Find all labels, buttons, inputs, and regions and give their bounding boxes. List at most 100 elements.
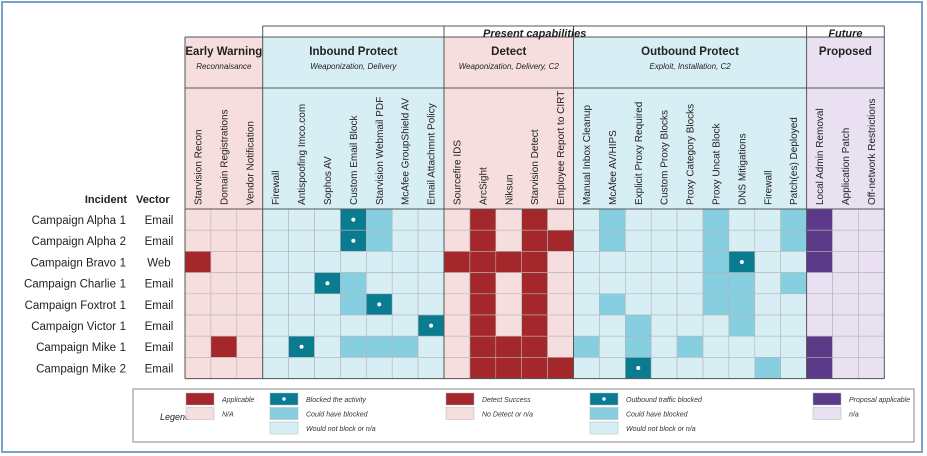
group-subtitle: Exploit, Installation, C2 <box>649 62 731 71</box>
matrix-cell <box>495 293 522 316</box>
column-label: Off-network Restrictions <box>867 98 878 205</box>
matrix-cell <box>521 357 548 379</box>
incident-name: Campaign Mike <box>36 342 116 354</box>
matrix-cell <box>547 229 574 252</box>
matrix-cell <box>599 335 626 358</box>
matrix-cell <box>495 357 522 379</box>
matrix-cell <box>754 335 781 358</box>
group-subtitle: Weaponization, Delivery, C2 <box>459 62 560 71</box>
legend-text: Would not block or n/a <box>306 426 376 433</box>
column-label: ArcSight <box>478 167 489 205</box>
matrix-cell <box>314 335 341 358</box>
matrix-cell <box>780 335 807 358</box>
matrix-cell <box>780 229 807 252</box>
matrix-cell <box>650 251 678 273</box>
matrix-cell <box>288 229 315 252</box>
matrix-cell <box>340 251 367 273</box>
vector-cell: Email <box>145 321 174 333</box>
matrix-cell <box>495 272 522 295</box>
blocked-dot-icon <box>429 323 434 328</box>
matrix-cell <box>728 314 756 337</box>
matrix-cell <box>573 293 600 316</box>
matrix-cell <box>236 293 264 316</box>
matrix-cell <box>806 357 833 379</box>
matrix-cell <box>521 272 548 295</box>
matrix-cell <box>184 229 212 252</box>
matrix-cell <box>806 251 833 273</box>
legend-label: Legend <box>160 412 191 422</box>
matrix-cell <box>495 208 522 231</box>
incident-number: 1 <box>120 342 126 354</box>
matrix-cell <box>754 314 781 337</box>
blocked-dot-icon <box>636 366 641 370</box>
matrix-cell <box>754 293 781 316</box>
matrix-cell <box>547 251 574 273</box>
matrix-cell <box>314 251 341 273</box>
matrix-cell <box>702 251 730 273</box>
matrix-cell <box>469 229 497 252</box>
matrix-cell <box>288 357 315 379</box>
matrix-cell <box>728 229 756 252</box>
matrix-cell <box>391 314 419 337</box>
matrix-cell <box>210 229 238 252</box>
matrix-cell <box>624 208 652 231</box>
matrix-cell <box>210 335 238 358</box>
blocked-dot-icon <box>351 238 356 243</box>
matrix-cell <box>702 208 730 231</box>
matrix-cell <box>365 314 393 337</box>
matrix-cell <box>806 229 833 252</box>
matrix-cell <box>676 208 704 231</box>
matrix-cell <box>754 272 781 295</box>
matrix-cell <box>754 208 781 231</box>
column-label: Employee Report to CIRT <box>556 91 567 205</box>
legend-text: Outbound traffic blocked <box>626 397 703 404</box>
matrix-cell <box>365 335 393 358</box>
matrix-cell <box>365 229 393 252</box>
blocked-dot-icon <box>602 397 606 401</box>
matrix-cell <box>391 251 419 273</box>
legend-text: N/A <box>222 412 234 419</box>
matrix-cell <box>858 208 885 231</box>
matrix-cell <box>858 251 885 273</box>
matrix-cell <box>832 293 859 316</box>
matrix-cell <box>806 272 833 295</box>
matrix-cell <box>469 335 497 358</box>
legend-swatch <box>185 407 215 420</box>
matrix-cell <box>236 314 264 337</box>
header-band-3 <box>573 37 807 209</box>
matrix-cell <box>365 208 393 231</box>
incident-name: Campaign Bravo <box>30 257 116 269</box>
matrix-cell <box>599 208 626 231</box>
matrix-cell <box>806 314 833 337</box>
matrix-cell <box>780 357 807 379</box>
matrix-cell <box>832 314 859 337</box>
matrix-cell <box>858 335 885 358</box>
column-label: Firewall <box>763 171 774 205</box>
matrix-cell <box>391 357 419 379</box>
matrix-cell <box>832 208 859 231</box>
matrix-cell <box>262 272 289 295</box>
matrix-cell <box>236 251 264 273</box>
matrix-cell <box>650 314 678 337</box>
matrix-cell <box>288 272 315 295</box>
matrix-cell <box>262 229 289 252</box>
matrix-cell <box>443 314 471 337</box>
column-label: Sourcefire IDS <box>452 140 463 205</box>
matrix-cell <box>469 208 497 231</box>
matrix-cell <box>417 208 445 231</box>
matrix-cell <box>599 357 626 379</box>
matrix-cell <box>365 272 393 295</box>
group-subtitle: Reconnaisance <box>196 62 252 71</box>
legend-swatch <box>589 421 619 435</box>
matrix-cell <box>262 357 289 379</box>
matrix-cell <box>443 357 471 379</box>
matrix-cell <box>184 208 212 231</box>
group-title: Detect <box>491 46 526 58</box>
matrix-cell <box>650 272 678 295</box>
incident-number: 1 <box>120 215 126 227</box>
incident-name: Campaign Alpha <box>32 215 117 227</box>
matrix-cell <box>599 251 626 273</box>
vector-cell: Email <box>145 215 174 227</box>
matrix-cell <box>650 208 678 231</box>
